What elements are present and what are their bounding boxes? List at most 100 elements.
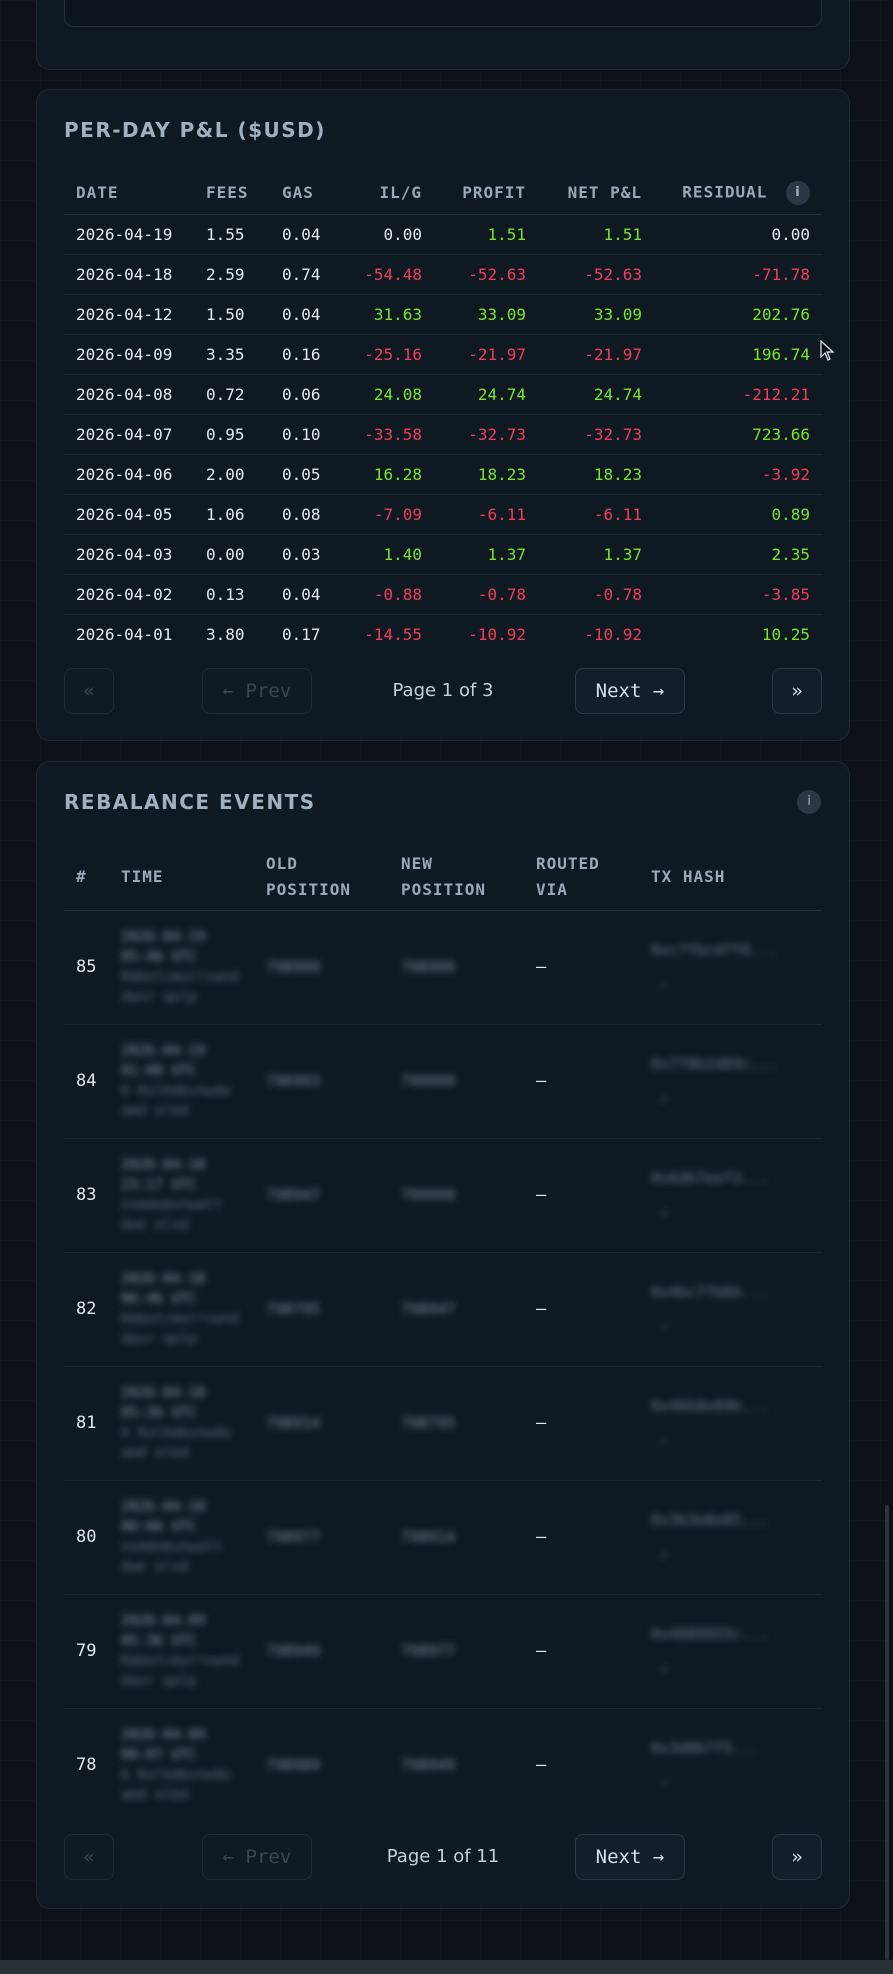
rebalance-tx-hash-text[interactable]: 0x46b8e89b... — [651, 1397, 769, 1415]
rebalance-tx-hash-link[interactable]: 0x7f8b2d89c... ↗ — [651, 1047, 822, 1115]
rebalance-tx-hash-cell[interactable]: 0x7f8b2d89c... ↗ — [639, 1024, 822, 1139]
rebalance-time-cell: 2026-04-09 00:07 UTC 6 Kolkmbvnwdw amd o… — [109, 1708, 254, 1822]
rebalance-time-cell: 2026-04-18 00:06 UTC nsmdomvnwatt dwe ol… — [109, 1480, 254, 1595]
rebalance-routed-via-cell: — — [536, 1755, 547, 1776]
rebalance-col-header: TIME — [109, 844, 254, 911]
rebalance-time-blurred: 2026-04-09 05:36 UTC Kmbotcmurrvwnd daxr… — [121, 1611, 254, 1691]
rebalance-routed-via-cell: — — [524, 1594, 639, 1709]
rebalance-next-page-button[interactable]: Next → — [575, 1834, 685, 1880]
rebalance-tx-hash-link[interactable]: 0x6db7eef3... ↗ — [651, 1161, 822, 1229]
external-link-icon[interactable]: ↗ — [659, 1317, 669, 1335]
rebalance-tx-hash-cell[interactable]: 0x6db7eef3... ↗ — [639, 1138, 822, 1253]
pnl-ilg-cell: 24.08 — [336, 374, 434, 415]
rebalance-time-cell: 2026-04-18 23:17 UTC nsmdomvnwatt dwe ol… — [109, 1138, 254, 1253]
rebalance-header-row: # TIME OLD POSITION NEW POSITION ROUTED VIA TX H… — [64, 844, 822, 911]
rebalance-old-position-value: 796993 — [266, 1072, 321, 1090]
external-link-icon[interactable]: ↗ — [659, 1431, 669, 1449]
pnl-fees-cell: 1.50 — [194, 294, 270, 335]
rebalance-last-page-button[interactable]: » — [772, 1834, 822, 1880]
external-link-icon[interactable]: ↗ — [659, 975, 669, 993]
rebalance-table: # TIME OLD POSITION NEW POSITION ROUTED VIA TX H… — [64, 844, 822, 1822]
pnl-net-cell: 33.09 — [538, 294, 654, 335]
rebalance-time-blurred: 2026-04-19 01:08 UTC 6 Kolkmbvnwdw amd o… — [121, 1041, 254, 1121]
rebalance-tx-hash-text[interactable]: 0x3d8b7f5... — [651, 1739, 760, 1758]
rebalance-time-date: 2026-04-18 — [121, 1271, 206, 1287]
pnl-gas-cell: 0.06 — [270, 374, 336, 415]
rebalance-tx-hash-cell[interactable]: 0x3d8b7f5... ↗ — [639, 1708, 822, 1822]
pnl-next-page-button[interactable]: Next → — [575, 668, 685, 714]
pnl-fees-cell: 3.35 — [194, 334, 270, 375]
rebalance-tx-hash-link[interactable]: 0x4bc77b6b... ↗ — [651, 1275, 822, 1343]
rebalance-time-relative: 6 Kolkmbvnwdw — [121, 1425, 231, 1441]
pnl-date-cell: 2026-04-09 — [64, 334, 194, 375]
rebalance-tx-hash-link[interactable]: 0x46b8e89b... ↗ — [651, 1389, 822, 1457]
rebalance-tx-hash-cell[interactable]: 0x3b3e8e85... ↗ — [639, 1480, 822, 1595]
external-link-icon[interactable]: ↗ — [659, 1203, 669, 1221]
rebalance-tx-hash-cell[interactable]: 0xc7fbcd7f8... ↗ — [639, 910, 822, 1025]
rebalance-new-position-cell: 798795 — [389, 1366, 524, 1481]
pnl-net-cell: -6.11 — [538, 494, 654, 535]
rebalance-tx-hash-text[interactable]: 0x6db7eef3... — [651, 1169, 769, 1187]
pnl-residual-cell: 2.35 — [654, 534, 822, 575]
rebalance-col-header-line: ROUTED — [536, 853, 600, 873]
rebalance-routed-via-cell: — — [524, 1480, 639, 1595]
pnl-residual-cell: 10.25 — [761, 624, 810, 644]
rebalance-routed-via-cell: — — [524, 910, 639, 1025]
rebalance-time-cell: 2026-04-19 01:08 UTC 6 Kolkmbvnwdw amd o… — [109, 1024, 254, 1139]
rebalance-tx-hash-text[interactable]: 0x7f8b2d89c... — [651, 1055, 778, 1073]
rebalance-time-date: 2026-04-09 — [121, 1613, 206, 1629]
pnl-prev-page-button[interactable]: ← Prev — [202, 668, 312, 714]
pnl-table-row: 2026-04-01 3.80 0.17 -14.55 -10.92 -10.92 10.2… — [64, 614, 822, 654]
rebalance-new-position-value: 798947 — [401, 1300, 456, 1318]
pnl-net-cell: 24.74 — [538, 374, 654, 415]
rebalance-time-relative: nsmdomvnwatt — [121, 1539, 223, 1555]
rebalance-card-title: REBALANCE EVENTS — [64, 790, 316, 814]
rebalance-tx-hash-cell[interactable]: 0x46b8e89b... ↗ — [639, 1366, 822, 1481]
rebalance-tx-hash-cell[interactable]: 0x4bc77b6b... ↗ — [639, 1252, 822, 1367]
rebalance-time-relative: nsmdomvnwatt — [121, 1197, 223, 1213]
rebalance-new-position-cell: 798914 — [389, 1480, 524, 1595]
previous-card-inner-panel — [64, 0, 822, 27]
external-link-icon[interactable]: ↗ — [659, 1659, 669, 1677]
rebalance-tx-hash-link[interactable]: 0x3d8b7f5... ↗ — [651, 1731, 822, 1799]
pnl-pagination: « ← Prev Page 1 of 3 Next → » — [64, 668, 822, 714]
rebalance-time-relative-2: amd olbd — [121, 1103, 189, 1119]
pnl-profit-cell: -32.73 — [434, 414, 538, 455]
page-scrollbar[interactable] — [885, 1505, 889, 1960]
rebalance-tx-hash-text[interactable]: 0x3b3e8e85... — [651, 1511, 769, 1529]
rebalance-tx-hash-text[interactable]: 0xc7fbcd7f8... — [651, 941, 778, 959]
pnl-ilg-cell: -33.58 — [336, 414, 434, 455]
rebalance-tx-hash-link[interactable]: 0xc7fbcd7f8... ↗ — [651, 933, 822, 1001]
col-net-pnl: NET P&L — [538, 172, 654, 215]
rebalance-tx-hash-cell[interactable]: 0x4889955c... ↗ — [639, 1594, 822, 1709]
pnl-net-cell: -21.97 — [538, 334, 654, 375]
pnl-residual-cell: 0.00 — [654, 214, 822, 255]
rebalance-info-icon[interactable]: i — [797, 790, 821, 814]
rebalance-old-position-cell: 798949 — [254, 1594, 389, 1709]
rebalance-time-relative-2: daxr qolp — [121, 989, 197, 1005]
pnl-last-page-button[interactable]: » — [772, 668, 822, 714]
residual-info-icon[interactable]: i — [786, 180, 810, 205]
rebalance-col-header: ROUTED VIA — [524, 844, 639, 911]
external-link-icon[interactable]: ↗ — [659, 1089, 669, 1107]
rebalance-col-header-line: OLD — [266, 853, 298, 873]
rebalance-id-cell: 79 — [64, 1594, 109, 1709]
rebalance-time-clock: 23:17 UTC — [121, 1177, 197, 1193]
rebalance-col-header: NEW POSITION — [389, 844, 524, 911]
rebalance-table-row: 81 2026-04-18 05:36 UTC 6 Kolkmbvnwdw am… — [64, 1366, 822, 1481]
external-link-icon[interactable]: ↗ — [659, 1773, 669, 1792]
col-ilg: IL/G — [336, 172, 434, 215]
rebalance-first-page-button[interactable]: « — [64, 1834, 114, 1880]
rebalance-new-position-value: 799999 — [401, 1186, 456, 1204]
external-link-icon[interactable]: ↗ — [659, 1545, 669, 1563]
rebalance-tx-hash-text[interactable]: 0x4bc77b6b... — [651, 1283, 769, 1301]
rebalance-tx-hash-text[interactable]: 0x4889955c... — [651, 1625, 769, 1643]
rebalance-time-relative-2: daxr qolp — [121, 1673, 197, 1689]
rebalance-tx-hash-link[interactable]: 0x4889955c... ↗ — [651, 1617, 822, 1685]
rebalance-prev-page-button[interactable]: ← Prev — [202, 1834, 312, 1880]
pnl-date-cell: 2026-04-08 — [64, 374, 194, 415]
pnl-fees-cell: 2.00 — [194, 454, 270, 495]
pnl-table-row: 2026-04-09 3.35 0.16 -25.16 -21.97 -21.97 196.… — [64, 334, 822, 375]
rebalance-tx-hash-link[interactable]: 0x3b3e8e85... ↗ — [651, 1503, 822, 1571]
pnl-first-page-button[interactable]: « — [64, 668, 114, 714]
